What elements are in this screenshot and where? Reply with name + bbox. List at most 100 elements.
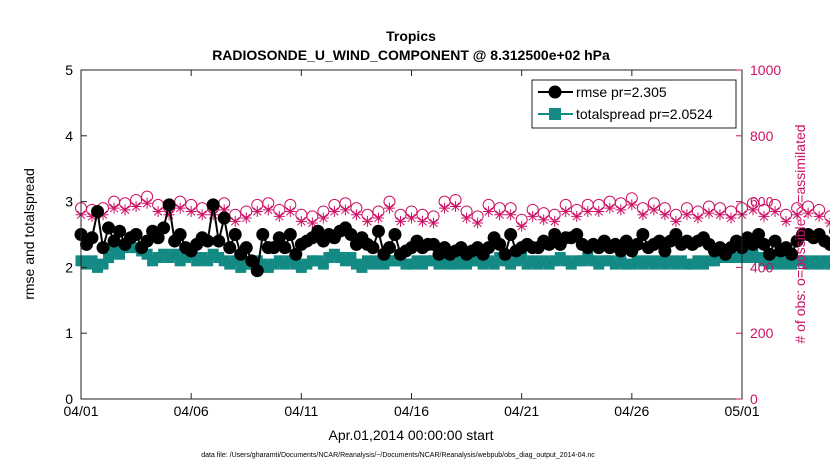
- totalspread-point: [86, 255, 98, 267]
- totalspread-point: [692, 255, 704, 267]
- legend-box: [531, 79, 737, 129]
- obs-assimilated-point: [505, 209, 517, 221]
- totalspread-point: [400, 258, 412, 270]
- totalspread-point: [488, 258, 500, 270]
- obs-assimilated-point: [769, 205, 781, 217]
- totalspread-point: [565, 258, 577, 270]
- y-tick-label-left: 4: [65, 128, 73, 144]
- rmse-point: [746, 237, 760, 251]
- rmse-point: [669, 228, 683, 241]
- totalspread-point: [147, 255, 159, 267]
- x-tick-label: 04/06: [174, 403, 209, 419]
- obs-assimilated-point: [494, 209, 506, 221]
- totalspread-point: [477, 258, 489, 270]
- totalspread-point: [235, 261, 247, 273]
- totalspread-point: [273, 255, 285, 267]
- rmse-point: [157, 221, 171, 235]
- totalspread-point: [450, 258, 462, 270]
- totalspread-point: [383, 255, 395, 267]
- totalspread-point: [262, 261, 274, 273]
- totalspread-point: [372, 255, 384, 267]
- totalspread-point: [444, 258, 456, 270]
- rmse-point: [752, 228, 766, 241]
- totalspread-point: [631, 255, 643, 267]
- x-tick-label: 04/16: [394, 403, 429, 419]
- rmse-point: [630, 237, 644, 251]
- rmse-point: [344, 228, 358, 241]
- totalspread-point: [510, 255, 522, 267]
- totalspread-point: [697, 258, 709, 270]
- totalspread-point: [334, 252, 346, 264]
- obs-assimilated-point: [549, 215, 561, 227]
- y-axis-label-left: rmse and totalspread: [21, 168, 37, 300]
- totalspread-point: [323, 252, 335, 264]
- rmse-point: [382, 241, 396, 255]
- totalspread-point: [428, 255, 440, 267]
- totalspread-point: [543, 258, 555, 270]
- obs-assimilated-point: [791, 209, 803, 221]
- rmse-point: [570, 228, 584, 241]
- totalspread-point: [207, 248, 219, 260]
- rmse-point: [763, 247, 777, 261]
- totalspread-point: [174, 255, 186, 267]
- totalspread-point: [675, 255, 687, 267]
- chart-subtitle: RADIOSONDE_U_WIND_COMPONENT @ 8.312500e+…: [212, 47, 610, 63]
- rmse-point: [228, 228, 242, 241]
- obs-assimilated-point: [295, 215, 307, 227]
- obs-assimilated-point: [472, 217, 484, 229]
- totalspread-point: [753, 252, 765, 264]
- totalspread-point: [587, 255, 599, 267]
- rmse-point: [102, 221, 116, 235]
- totalspread-point: [670, 258, 682, 270]
- obs-assimilated-point: [284, 205, 296, 217]
- totalspread-point: [417, 258, 429, 270]
- totalspread-point: [764, 258, 776, 270]
- obs-assimilated-point: [637, 209, 649, 221]
- totalspread-point: [797, 255, 809, 267]
- rmse-point: [658, 244, 672, 258]
- obs-assimilated-point: [306, 217, 318, 229]
- totalspread-point: [593, 258, 605, 270]
- totalspread-point: [653, 255, 665, 267]
- rmse-point: [91, 204, 105, 218]
- obs-assimilated-point: [681, 209, 693, 221]
- obs-assimilated-point: [670, 215, 682, 227]
- rmse-point: [388, 228, 402, 241]
- totalspread-point: [367, 258, 379, 270]
- totalspread-point: [356, 261, 368, 273]
- totalspread-point: [290, 258, 302, 270]
- totalspread-point: [279, 258, 291, 270]
- rmse-point: [542, 237, 556, 251]
- obs-assimilated-point: [174, 202, 186, 214]
- totalspread-point: [191, 255, 203, 267]
- totalspread-point: [819, 255, 830, 267]
- obs-assimilated-point: [758, 210, 770, 222]
- totalspread-point: [824, 258, 830, 270]
- totalspread-point: [659, 258, 671, 270]
- totalspread-point: [758, 255, 770, 267]
- obs-assimilated-point: [538, 214, 550, 226]
- totalspread-point: [708, 255, 720, 267]
- y-axis-label-right: # of obs: o=possible; ×=assimilated: [792, 124, 808, 343]
- obs-assimilated-point: [394, 215, 406, 227]
- totalspread-point: [472, 255, 484, 267]
- totalspread-point: [158, 248, 170, 260]
- obs-assimilated-point: [582, 205, 594, 217]
- totalspread-point: [686, 258, 698, 270]
- rmse-point: [785, 247, 799, 261]
- totalspread-point: [306, 255, 318, 267]
- obs-assimilated-point: [218, 204, 230, 216]
- totalspread-point: [747, 248, 759, 260]
- obs-assimilated-point: [593, 205, 605, 217]
- x-tick-label: 04/01: [63, 403, 98, 419]
- obs-assimilated-point: [240, 212, 252, 224]
- y-tick-label-right: 1000: [750, 62, 781, 78]
- y-tick-label-right: 0: [750, 391, 758, 407]
- obs-assimilated-point: [406, 212, 417, 224]
- obs-assimilated-point: [560, 205, 572, 217]
- totalspread-point: [549, 255, 561, 267]
- totalspread-point: [571, 255, 583, 267]
- series-star: [75, 197, 830, 232]
- totalspread-point: [609, 258, 621, 270]
